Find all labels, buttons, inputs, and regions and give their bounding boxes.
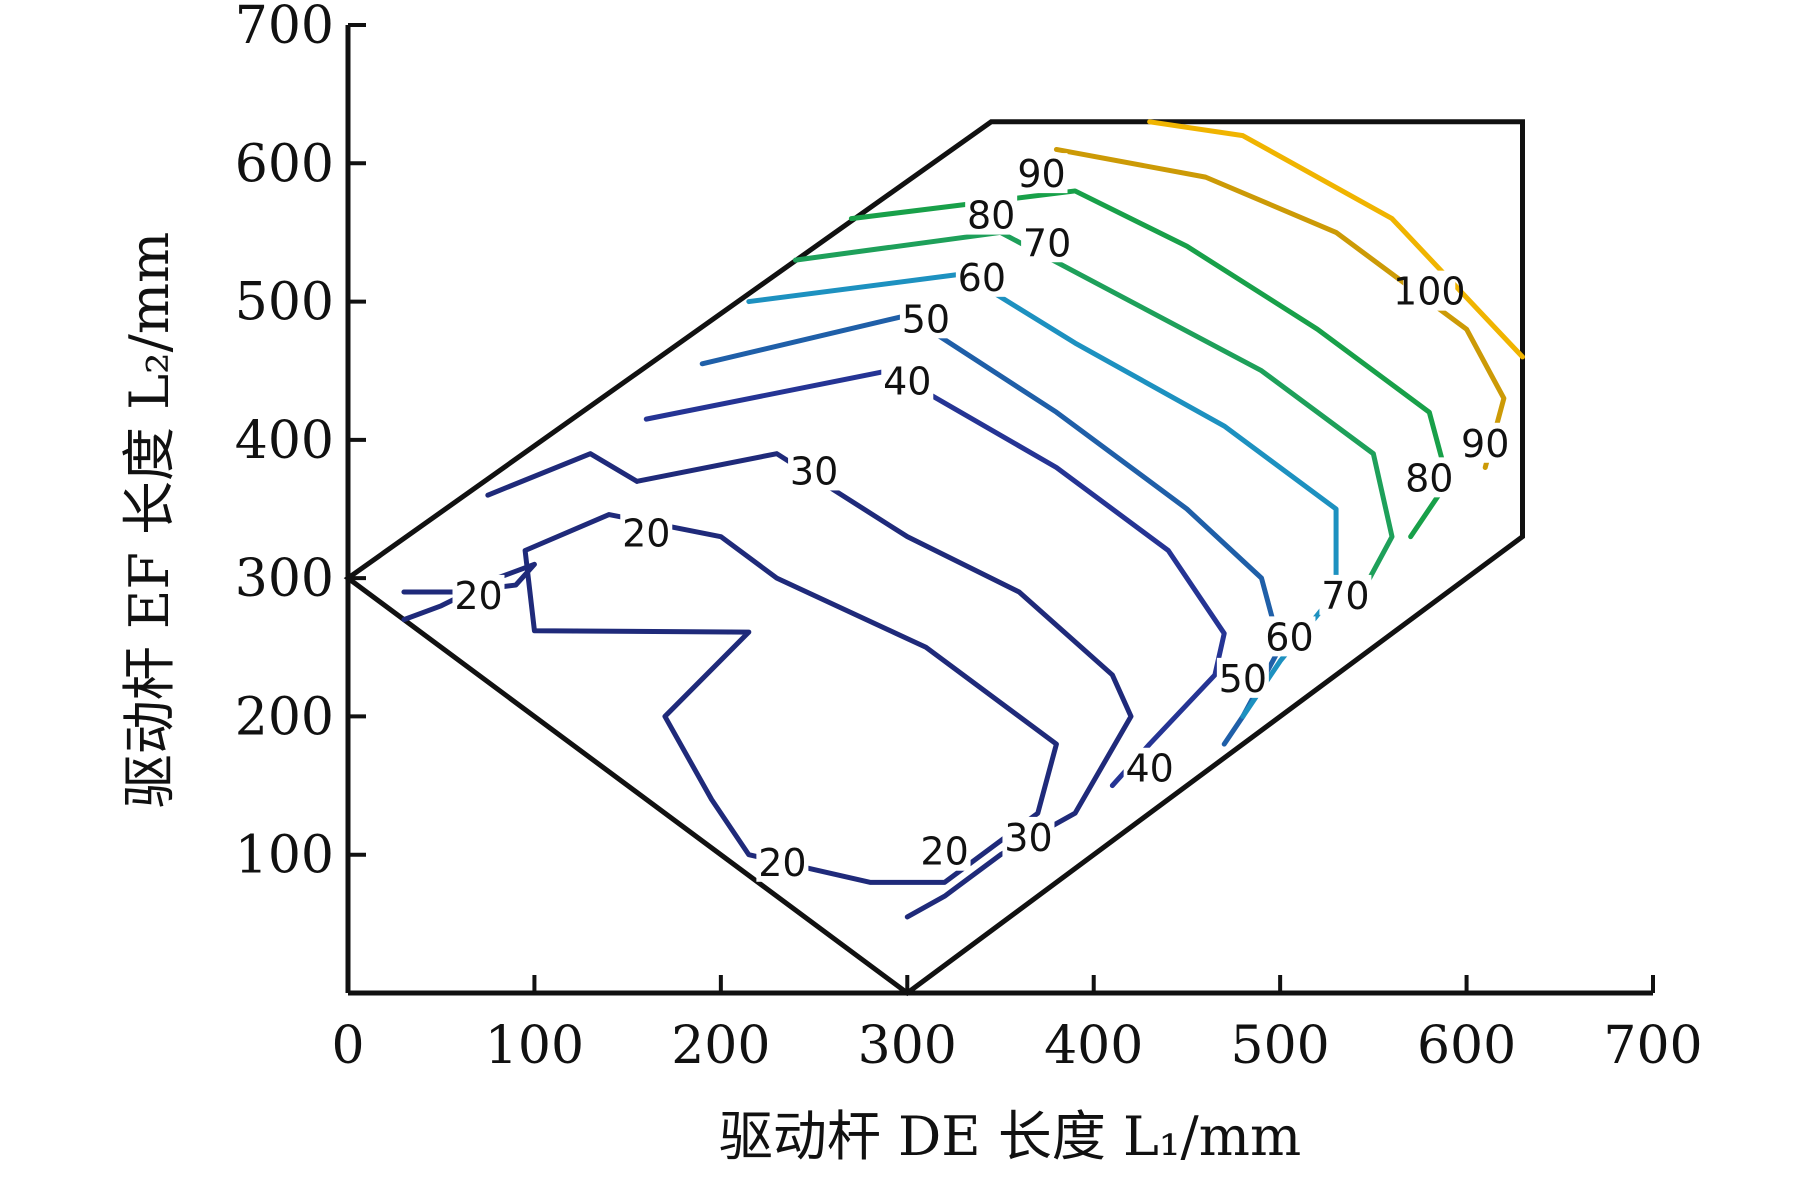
contour-label: 90 [1017,152,1065,196]
contour-label: 80 [1405,456,1453,500]
contour-label-background [1263,616,1316,657]
contour-label: 70 [1321,574,1369,618]
contour-label: 80 [967,194,1015,238]
feasible-region [343,119,1525,997]
contour-lines [401,119,1525,920]
contour-label-background [788,450,841,491]
contour-line-50 [699,312,1283,747]
y-tick-label: 300 [235,549,334,609]
contour-label: 60 [958,256,1006,300]
x-axis-title: 驱动杆 DE 长度 L₁/mm [719,1105,1301,1168]
y-tick-label: 200 [235,687,334,747]
axes: 0 100 200 300 400 500 600 700 100 200 300 400 500 600… [235,0,1703,1076]
contour-line-30 [485,451,640,498]
y-axis-title: 驱动杆 EF 长度 L₂/mm [118,232,181,809]
contour-label-background [1123,747,1176,788]
y-tick-label: 100 [235,826,334,886]
y-tick-label: 500 [235,273,334,333]
contour-label: 20 [454,574,502,618]
x-tick-label: 200 [671,1016,770,1076]
contour-label-background [881,360,934,401]
contour-label-background [452,574,505,615]
x-tick-label: 300 [858,1016,957,1076]
x-tick-label: 600 [1417,1016,1516,1076]
contour-label-background [955,256,1008,297]
contour-line-60 [746,271,1339,719]
contour-label-background [899,298,952,339]
contour-line-20 [522,512,1059,885]
contour-label: 90 [1461,422,1509,466]
contour-label: 30 [790,449,838,493]
y-tick-label: 600 [235,134,334,194]
contour-label: 20 [622,512,670,556]
contour-label-background [1459,422,1512,463]
contour-label: 70 [1023,221,1071,265]
x-tick-label: 500 [1231,1016,1330,1076]
feasible-region-boundary [343,119,1525,997]
contour-label: 20 [920,830,968,874]
contour-line-40 [643,368,1227,789]
contour-label-background [1015,153,1068,194]
contour-label-background [1319,574,1372,615]
contour-label: 40 [883,360,931,404]
contour-label-background [918,830,971,871]
contour-line-90 [1053,146,1507,471]
x-tick-label: 0 [331,1016,364,1076]
contour-label: 20 [758,841,806,885]
contour-label-background [620,512,673,553]
contour-label: 50 [1219,657,1267,701]
contour-label: 60 [1265,615,1313,659]
contour-line-100 [1147,119,1525,360]
contour-label-background [756,841,809,882]
x-tick-label: 100 [485,1016,584,1076]
contour-label-background [1002,816,1055,857]
contour-line-30 [634,451,1134,920]
contour-label-background [1403,270,1456,311]
y-tick-label: 700 [235,0,334,56]
contour-label: 100 [1393,270,1466,314]
contour-label-background [1403,457,1456,498]
contour-line-70 [792,229,1395,609]
contour-label: 40 [1125,747,1173,791]
contour-label: 30 [1004,816,1052,860]
contour-label-background [1216,657,1269,698]
contour-label-background [965,194,1018,235]
x-tick-label: 400 [1044,1016,1143,1076]
x-tick-label: 700 [1603,1016,1702,1076]
y-tick-label: 400 [235,411,334,471]
contour-label: 50 [902,297,950,341]
contour-label-background [1021,222,1074,263]
